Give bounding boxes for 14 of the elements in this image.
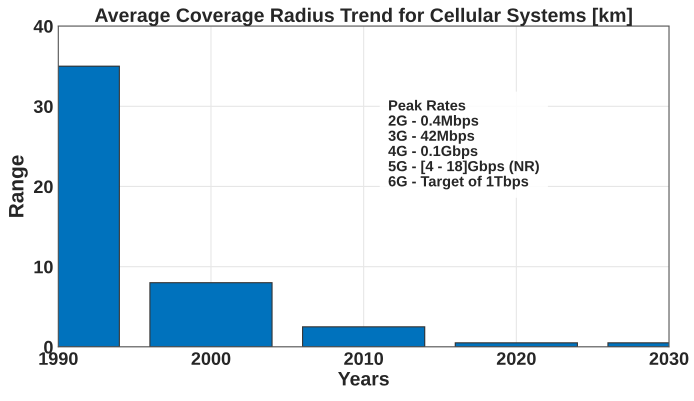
x-axis-title: Years — [338, 372, 389, 386]
x-tick-label: 2010 — [344, 352, 383, 365]
y-tick-label: 40 — [34, 20, 53, 33]
chart-title: Average Coverage Radius Trend for Cellular Systems [km] — [94, 8, 632, 26]
x-tick-label: 2000 — [192, 352, 230, 365]
y-tick-label: 20 — [34, 180, 53, 194]
y-tick-label: 0 — [44, 340, 53, 354]
y-axis-title: Range — [9, 155, 28, 217]
x-tick-label: 2020 — [496, 352, 536, 365]
y-tick-label: 30 — [34, 100, 53, 114]
annotation: Peak Rates 2G - 0.4Mbps 3G - 42Mbps 4G - 0.1Gbps 5G - [4 - 18]Gbps (NR) 6G - Target of 1Tbps — [388, 100, 539, 190]
x-tick-label: 1990 — [39, 352, 78, 365]
x-tick-label: 2030 — [650, 352, 688, 366]
y-tick-label: 10 — [34, 260, 53, 274]
